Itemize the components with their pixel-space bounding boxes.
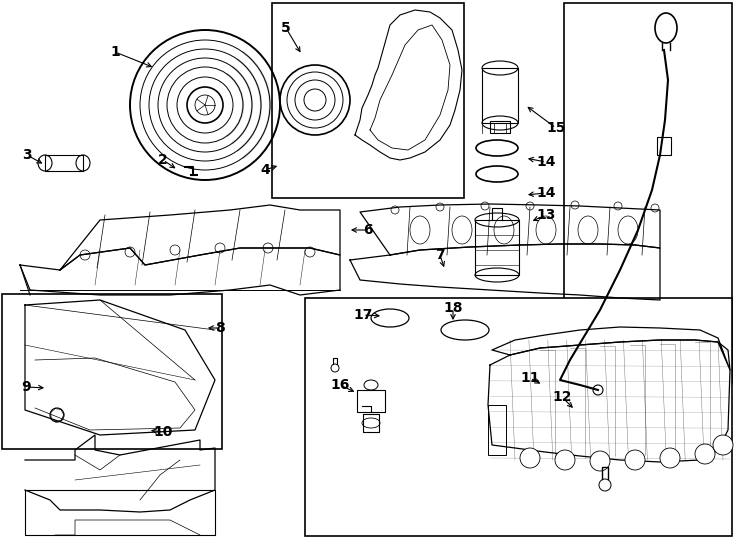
Circle shape [713, 435, 733, 455]
Text: 9: 9 [21, 380, 31, 394]
Bar [475, 220, 519, 275]
Text: 7: 7 [435, 248, 445, 262]
Text: 6: 6 [363, 223, 373, 237]
Bar [490, 121, 510, 133]
Text: 2: 2 [158, 153, 168, 167]
Bar [363, 414, 379, 432]
Circle shape [625, 450, 645, 470]
Circle shape [695, 444, 715, 464]
Bar [2, 294, 222, 449]
Text: 13: 13 [537, 208, 556, 222]
Bar [272, 3, 464, 198]
Text: 15: 15 [546, 121, 566, 135]
Circle shape [590, 451, 610, 471]
Text: 3: 3 [22, 148, 32, 162]
Text: 4: 4 [260, 163, 270, 177]
Bar [657, 137, 671, 155]
Bar [482, 68, 518, 123]
Circle shape [520, 448, 540, 468]
Text: 11: 11 [520, 371, 539, 385]
Text: 5: 5 [281, 21, 291, 35]
Bar [45, 155, 83, 171]
Text: 17: 17 [353, 308, 373, 322]
Text: 16: 16 [330, 378, 349, 392]
Text: 10: 10 [153, 425, 172, 439]
Bar [305, 298, 732, 536]
Circle shape [660, 448, 680, 468]
Text: 8: 8 [215, 321, 225, 335]
Text: 12: 12 [552, 390, 572, 404]
Text: 14: 14 [537, 186, 556, 200]
Text: 14: 14 [537, 155, 556, 169]
Text: 1: 1 [110, 45, 120, 59]
Bar [357, 390, 385, 412]
Text: 18: 18 [443, 301, 462, 315]
Circle shape [555, 450, 575, 470]
Bar [488, 405, 506, 455]
Bar [564, 3, 732, 383]
